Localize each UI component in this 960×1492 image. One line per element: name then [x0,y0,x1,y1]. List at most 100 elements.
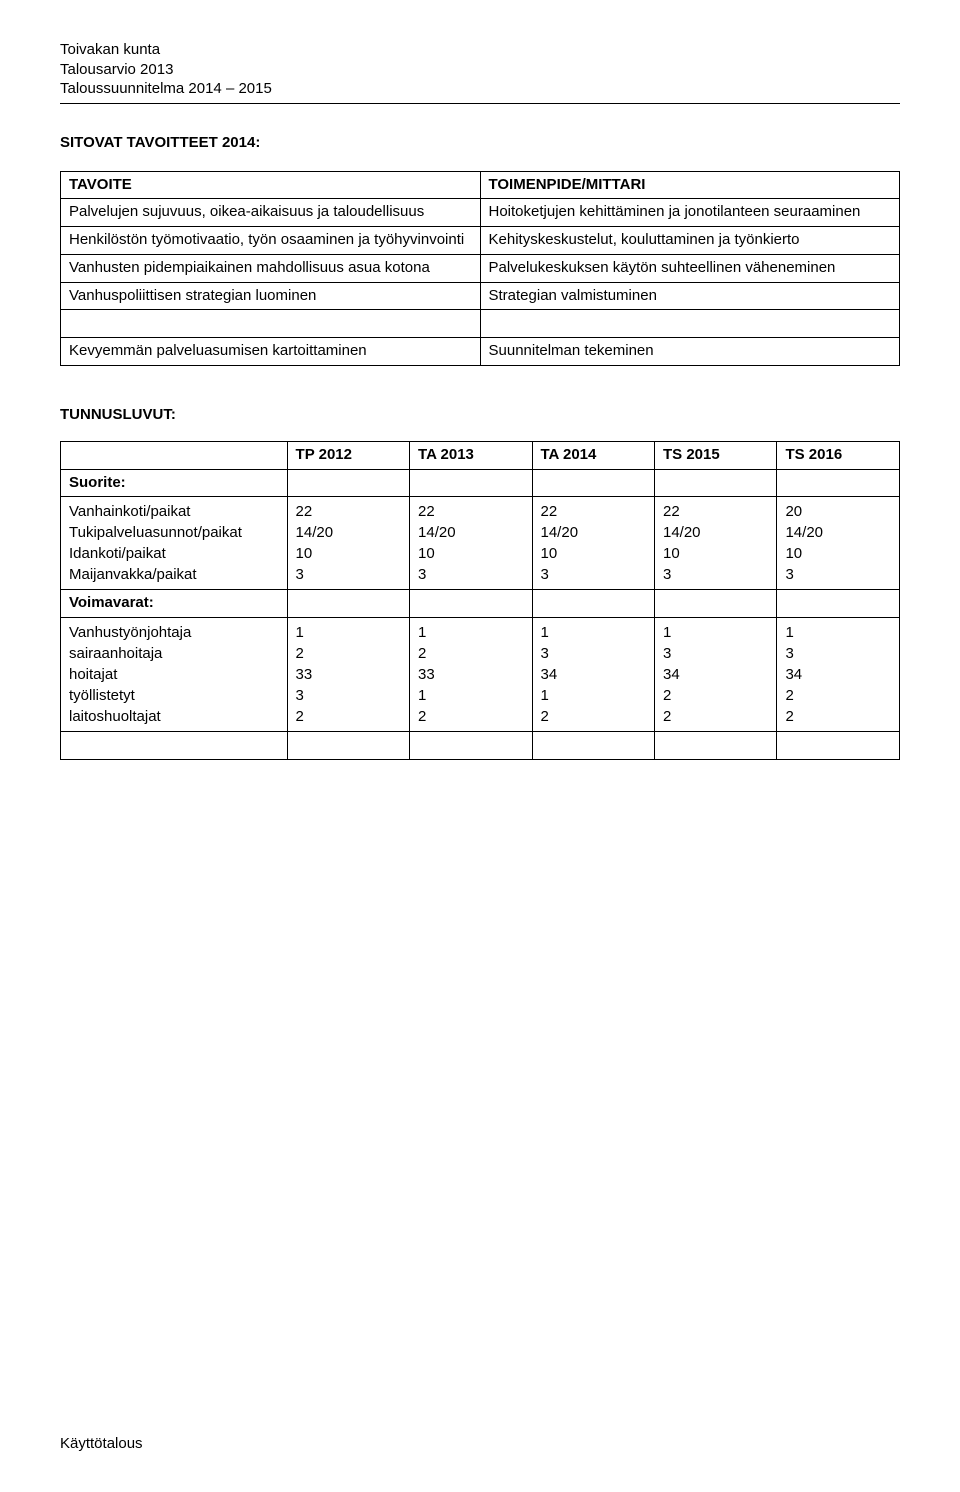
suorite-label-row: Suorite: [61,469,900,497]
empty-cell [61,732,288,760]
trailing-empty-row [61,732,900,760]
tavoite-cell: Palvelujen sujuvuus, oikea-aikaisuus ja … [61,199,481,227]
row-label: työllistetyt [69,685,279,706]
value: 10 [296,543,401,564]
toimenpide-cell: Strategian valmistuminen [480,282,900,310]
col-header: TS 2016 [777,441,900,469]
page-footer: Käyttötalous [60,1435,143,1452]
suorite-label: Suorite: [61,469,288,497]
row-label: Maijanvakka/paikat [69,564,279,585]
value: 3 [296,685,401,706]
data-cell: 20 14/20 10 3 [777,497,900,590]
tunnusluvut-title: TUNNUSLUVUT: [60,406,900,423]
toimenpide-cell: Palvelukeskuksen käytön suhteellinen väh… [480,254,900,282]
page-header: Toivakan kunta Talousarvio 2013 Taloussu… [60,40,900,99]
value: 3 [541,564,646,585]
empty-cell [410,732,532,760]
value: 1 [663,622,768,643]
row-label: hoitajat [69,664,279,685]
row-label: Vanhustyönjohtaja [69,622,279,643]
value: 3 [663,564,768,585]
header-row: TP 2012 TA 2013 TA 2014 TS 2015 TS 2016 [61,441,900,469]
value: 2 [663,685,768,706]
value: 22 [541,501,646,522]
table-row: Vanhusten pidempiaikainen mahdollisuus a… [61,254,900,282]
value: 3 [541,643,646,664]
table-row: Kevyemmän palveluasumisen kartoittaminen… [61,338,900,366]
data-cell: 22 14/20 10 3 [532,497,654,590]
col-header: TA 2014 [532,441,654,469]
value: 3 [418,564,523,585]
row-label: Idankoti/paikat [69,543,279,564]
table-row: Palvelujen sujuvuus, oikea-aikaisuus ja … [61,199,900,227]
empty-cell [287,469,409,497]
tavoite-cell: Vanhusten pidempiaikainen mahdollisuus a… [61,254,481,282]
tavoite-cell: Vanhuspoliittisen strategian luominen [61,282,481,310]
empty-cell [654,469,776,497]
toimenpide-cell: Hoitoketjujen kehittäminen ja jonotilant… [480,199,900,227]
data-cell: 1 3 34 2 2 [777,618,900,732]
col-header: TS 2015 [654,441,776,469]
header-line-2: Talousarvio 2013 [60,60,900,80]
value: 10 [663,543,768,564]
header-line-1: Toivakan kunta [60,40,900,60]
row-label: Tukipalveluasunnot/paikat [69,522,279,543]
empty-cell [287,732,409,760]
section-title: SITOVAT TAVOITTEET 2014: [60,134,900,151]
data-cell: 1 2 33 1 2 [410,618,532,732]
blank-header [61,441,288,469]
data-cell: 22 14/20 10 3 [654,497,776,590]
data-cell: 1 2 33 3 2 [287,618,409,732]
value: 34 [785,664,891,685]
value: 3 [785,643,891,664]
col-header: TA 2013 [410,441,532,469]
value: 1 [418,622,523,643]
value: 2 [296,706,401,727]
empty-cell [532,469,654,497]
value: 33 [296,664,401,685]
suorite-data-row: Vanhainkoti/paikat Tukipalveluasunnot/pa… [61,497,900,590]
value: 1 [785,622,891,643]
voimavarat-label: Voimavarat: [61,590,288,618]
value: 10 [541,543,646,564]
value: 34 [663,664,768,685]
suorite-labels: Vanhainkoti/paikat Tukipalveluasunnot/pa… [61,497,288,590]
value: 14/20 [785,522,891,543]
voimavarat-label-row: Voimavarat: [61,590,900,618]
table-row: Vanhuspoliittisen strategian luominen St… [61,282,900,310]
value: 14/20 [418,522,523,543]
value: 1 [541,685,646,706]
value: 1 [418,685,523,706]
table-row: Henkilöstön työmotivaatio, työn osaamine… [61,227,900,255]
value: 22 [296,501,401,522]
empty-cell [777,469,900,497]
value: 2 [785,706,891,727]
value: 1 [296,622,401,643]
value: 2 [663,706,768,727]
value: 3 [785,564,891,585]
value: 2 [296,643,401,664]
empty-cell [480,310,900,338]
tavoite-col-right: TOIMENPIDE/MITTARI [480,171,900,199]
voimavarat-data-row: Vanhustyönjohtaja sairaanhoitaja hoitaja… [61,618,900,732]
empty-cell [410,469,532,497]
value: 2 [418,643,523,664]
empty-cell [654,732,776,760]
value: 2 [541,706,646,727]
value: 1 [541,622,646,643]
empty-cell [532,590,654,618]
value: 10 [785,543,891,564]
value: 3 [296,564,401,585]
value: 22 [418,501,523,522]
empty-cell [61,310,481,338]
value: 10 [418,543,523,564]
value: 3 [663,643,768,664]
value: 14/20 [663,522,768,543]
empty-cell [777,732,900,760]
data-cell: 22 14/20 10 3 [287,497,409,590]
empty-cell [777,590,900,618]
row-label: Vanhainkoti/paikat [69,501,279,522]
tunnusluvut-table: TP 2012 TA 2013 TA 2014 TS 2015 TS 2016 … [60,441,900,760]
empty-cell [532,732,654,760]
empty-cell [654,590,776,618]
